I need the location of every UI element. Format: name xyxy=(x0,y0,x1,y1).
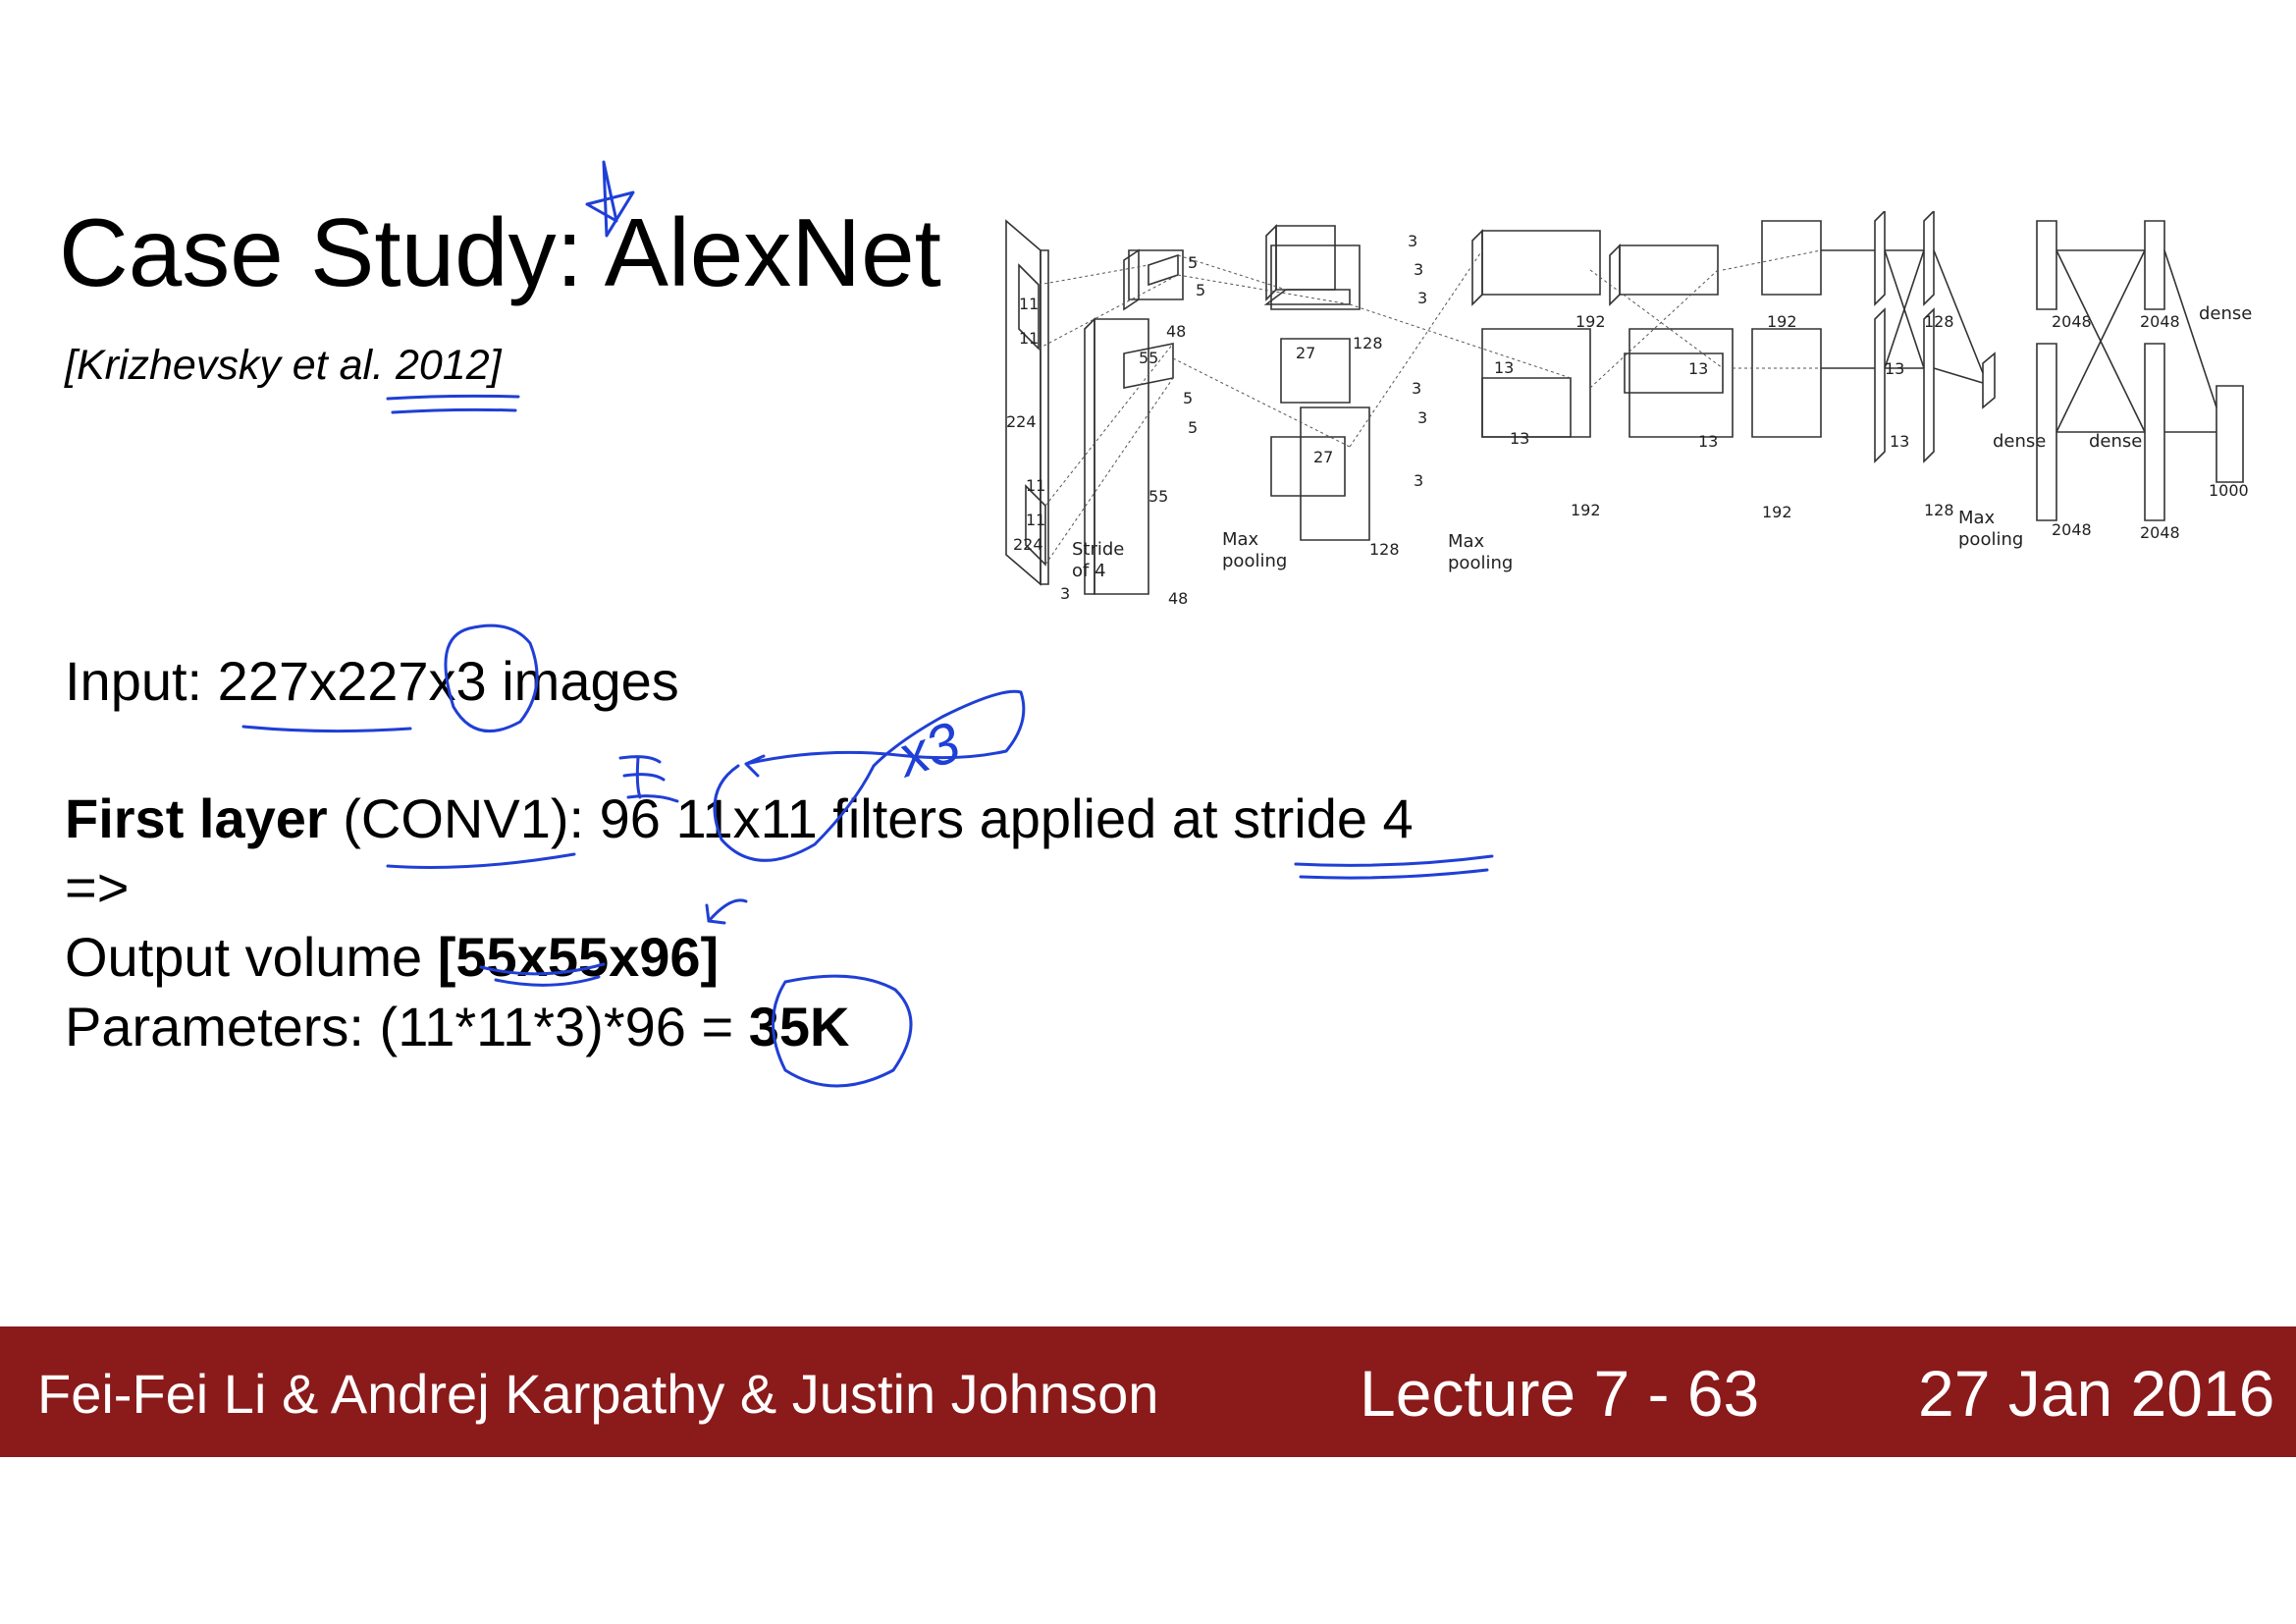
label-128: 128 xyxy=(1924,312,1954,331)
label-pooling: pooling xyxy=(1448,553,1513,573)
label-2048: 2048 xyxy=(2052,312,2092,331)
first-layer-line: First layer (CONV1): 96 11x11 filters ap… xyxy=(65,791,1414,846)
small-arrow xyxy=(705,898,748,925)
label-55: 55 xyxy=(1139,349,1158,367)
output-volume-value: [55x55x96] xyxy=(437,926,720,988)
label-192: 192 xyxy=(1767,312,1797,331)
label-3: 3 xyxy=(1414,471,1423,490)
footer-bar: Fei-Fei Li & Andrej Karpathy & Justin Jo… xyxy=(0,1326,2296,1457)
label-11: 11 xyxy=(1019,329,1039,348)
label-3: 3 xyxy=(1417,289,1427,307)
underline-conv1 xyxy=(386,852,576,869)
label-2048: 2048 xyxy=(2140,312,2180,331)
label-128: 128 xyxy=(1369,540,1400,559)
label-pooling: pooling xyxy=(1958,529,2023,550)
label-3: 3 xyxy=(1417,408,1427,427)
label-192: 192 xyxy=(1571,501,1601,519)
arrow-to-11x11 xyxy=(744,750,910,778)
label-48: 48 xyxy=(1168,589,1188,608)
label-stride: Stride xyxy=(1072,539,1124,560)
label-dense: dense xyxy=(2199,303,2252,324)
label-128: 128 xyxy=(1924,501,1954,519)
label-11: 11 xyxy=(1026,511,1045,529)
label-224: 224 xyxy=(1013,535,1043,554)
label-192: 192 xyxy=(1575,312,1606,331)
first-layer-details: (CONV1): 96 11x11 filters applied at str… xyxy=(327,787,1414,849)
underline-227 xyxy=(241,725,412,733)
label-dense: dense xyxy=(2089,431,2142,452)
label-13: 13 xyxy=(1494,358,1514,377)
label-2048: 2048 xyxy=(2052,520,2092,539)
label-224: 224 xyxy=(1006,412,1037,431)
label-5: 5 xyxy=(1188,253,1198,272)
label-pooling: pooling xyxy=(1222,551,1287,571)
output-volume-line: Output volume [55x55x96] xyxy=(65,930,719,985)
label-13: 13 xyxy=(1890,432,1909,451)
label-3: 3 xyxy=(1408,232,1417,250)
parameters-value: 35K xyxy=(748,996,850,1057)
output-volume-label: Output volume xyxy=(65,926,438,988)
underline-stride xyxy=(1294,854,1494,880)
parameters-label: Parameters: (11*11*3)*96 = xyxy=(65,996,749,1057)
first-layer-label: First layer xyxy=(65,787,328,849)
label-dense: dense xyxy=(1993,431,2046,452)
label-max: Max xyxy=(1448,531,1485,552)
input-line: Input: 227x227x3 images xyxy=(65,650,679,712)
label-5: 5 xyxy=(1196,281,1205,299)
label-128: 128 xyxy=(1353,334,1383,352)
label-13: 13 xyxy=(1885,359,1904,378)
label-11: 11 xyxy=(1026,476,1045,495)
arrow-line: => xyxy=(65,856,130,918)
label-13: 13 xyxy=(1688,359,1708,378)
label-of-4: of 4 xyxy=(1072,561,1106,581)
label-3: 3 xyxy=(1412,379,1421,398)
label-13: 13 xyxy=(1510,429,1529,448)
handwritten-x3: x3 xyxy=(887,710,967,790)
footer-date: 27 Jan 2016 xyxy=(1918,1357,2275,1430)
citation: [Krizhevsky et al. 2012] xyxy=(65,342,502,389)
label-192: 192 xyxy=(1762,503,1792,521)
label-3: 3 xyxy=(1060,584,1070,603)
label-5: 5 xyxy=(1183,389,1193,407)
parameters-line: Parameters: (11*11*3)*96 = 35K xyxy=(65,1000,849,1055)
footer-authors: Fei-Fei Li & Andrej Karpathy & Justin Jo… xyxy=(37,1363,1159,1425)
label-1000: 1000 xyxy=(2209,481,2249,500)
label-max: Max xyxy=(1958,508,1996,528)
label-2048: 2048 xyxy=(2140,523,2180,542)
label-11: 11 xyxy=(1019,295,1039,313)
label-13: 13 xyxy=(1698,432,1718,451)
label-27: 27 xyxy=(1296,344,1315,362)
label-27: 27 xyxy=(1313,448,1333,466)
slide-title: Case Study: AlexNet xyxy=(59,198,941,306)
label-55: 55 xyxy=(1148,487,1168,506)
alexnet-architecture-diagram: 224 224 3 11 11 11 11 Stride of 4 55 55 … xyxy=(1005,211,2252,608)
label-max: Max xyxy=(1222,529,1259,550)
label-48: 48 xyxy=(1166,322,1186,341)
underline-2012 xyxy=(386,394,520,414)
label-5: 5 xyxy=(1188,418,1198,437)
label-3: 3 xyxy=(1414,260,1423,279)
footer-lecture: Lecture 7 - 63 xyxy=(1360,1357,1760,1430)
